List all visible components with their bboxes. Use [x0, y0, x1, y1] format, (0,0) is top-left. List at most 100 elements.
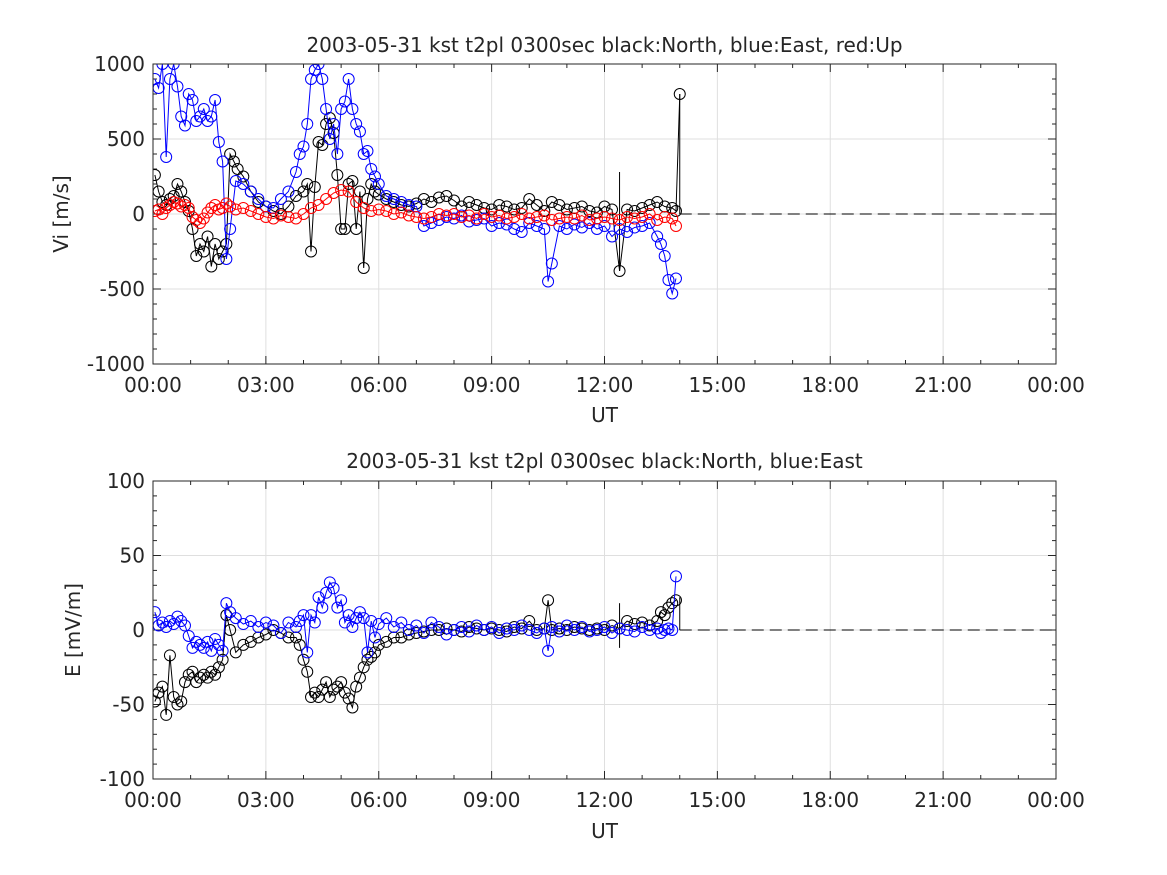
data-point-east: [515, 619, 528, 632]
data-point-east: [293, 148, 306, 160]
data-point-north: [244, 635, 257, 648]
data-point-up: [432, 208, 445, 220]
data-point-east: [493, 217, 506, 229]
data-point-north: [229, 646, 242, 659]
data-point-up: [229, 203, 242, 216]
data-point-north: [297, 653, 310, 666]
data-point-north: [651, 196, 664, 208]
data-point-north: [212, 661, 225, 674]
data-point-up: [538, 209, 551, 222]
data-point-east: [583, 625, 596, 638]
data-point-north: [289, 631, 302, 644]
data-point-up: [237, 202, 250, 214]
data-point-north: [669, 594, 682, 607]
data-point-north: [357, 661, 370, 674]
data-point-east: [508, 223, 521, 235]
data-point-east: [478, 624, 491, 636]
data-point-east: [493, 626, 506, 639]
data-point-north: [538, 205, 551, 217]
data-point-east: [583, 217, 596, 229]
data-point-north: [380, 635, 393, 648]
data-point-east: [368, 170, 381, 183]
data-point-up: [197, 212, 210, 225]
x-tick-label: 12:00: [576, 373, 634, 397]
data-point-up: [583, 214, 596, 226]
data-point-north: [156, 680, 169, 693]
data-point-north: [163, 649, 176, 662]
y-tick-label: -100: [100, 767, 145, 791]
data-point-north: [201, 230, 214, 243]
data-point-north: [432, 624, 445, 636]
data-point-east: [301, 118, 314, 130]
data-point-north: [205, 665, 218, 678]
data-point-east: [365, 163, 378, 175]
data-point-north: [372, 638, 385, 651]
data-point-up: [274, 209, 287, 222]
x-tick-label: 21:00: [914, 788, 972, 812]
data-point-north: [293, 638, 306, 651]
data-point-north: [346, 701, 359, 714]
data-point-east: [342, 609, 355, 622]
data-point-east: [252, 621, 265, 634]
data-point-east: [410, 619, 423, 632]
data-point-north: [455, 625, 468, 638]
data-point-east: [530, 626, 543, 639]
data-point-east: [205, 110, 218, 123]
data-point-east: [432, 621, 445, 634]
y-tick-label: 0: [132, 618, 145, 642]
data-point-east: [628, 625, 641, 638]
data-point-north: [583, 205, 596, 217]
data-point-up: [425, 211, 438, 223]
data-point-east: [654, 626, 667, 639]
data-point-up: [297, 208, 310, 220]
data-point-east: [666, 624, 679, 636]
data-point-up: [651, 214, 664, 226]
data-point-north: [643, 619, 656, 632]
data-point-up: [335, 184, 348, 196]
data-point-east: [606, 626, 619, 639]
data-point-north: [209, 668, 222, 681]
data-point-north: [346, 175, 359, 187]
data-point-east: [643, 624, 656, 636]
x-tick-label: 12:00: [576, 788, 634, 812]
data-point-east: [289, 621, 302, 634]
data-point-east: [237, 178, 250, 190]
data-series: [153, 570, 682, 721]
data-point-east: [267, 619, 280, 632]
data-point-east: [350, 118, 363, 130]
data-point-north: [171, 698, 184, 711]
data-point-east: [212, 136, 225, 148]
data-point-east: [470, 619, 483, 632]
data-point-east: [575, 221, 588, 234]
data-point-east: [237, 618, 250, 631]
data-point-east: [636, 621, 649, 634]
data-point-east: [209, 94, 222, 106]
data-point-east: [197, 103, 210, 115]
data-point-east: [485, 220, 498, 232]
data-point-up: [568, 212, 581, 225]
data-point-north: [297, 185, 310, 198]
data-point-east: [440, 628, 453, 641]
data-point-east: [643, 217, 656, 229]
x-tick-label: 18:00: [801, 373, 859, 397]
data-point-up: [530, 211, 543, 223]
data-point-north: [186, 665, 199, 678]
data-point-north: [425, 196, 438, 208]
data-point-east: [545, 621, 558, 634]
data-point-north: [342, 178, 355, 190]
data-point-north: [353, 671, 366, 684]
data-point-north: [368, 185, 381, 198]
data-point-east: [153, 606, 161, 619]
data-point-north: [387, 631, 400, 644]
data-point-up: [342, 185, 355, 198]
data-point-up: [327, 187, 340, 199]
data-point-up: [440, 209, 453, 222]
data-point-east: [194, 638, 207, 651]
data-point-north: [485, 203, 498, 216]
axes-box: [152, 480, 1057, 780]
data-point-north: [636, 202, 649, 214]
data-point-up: [395, 206, 408, 219]
data-point-east: [380, 612, 393, 625]
chart-title: 2003-05-31 kst t2pl 0300sec black:North,…: [306, 33, 902, 57]
data-point-north: [216, 653, 229, 666]
